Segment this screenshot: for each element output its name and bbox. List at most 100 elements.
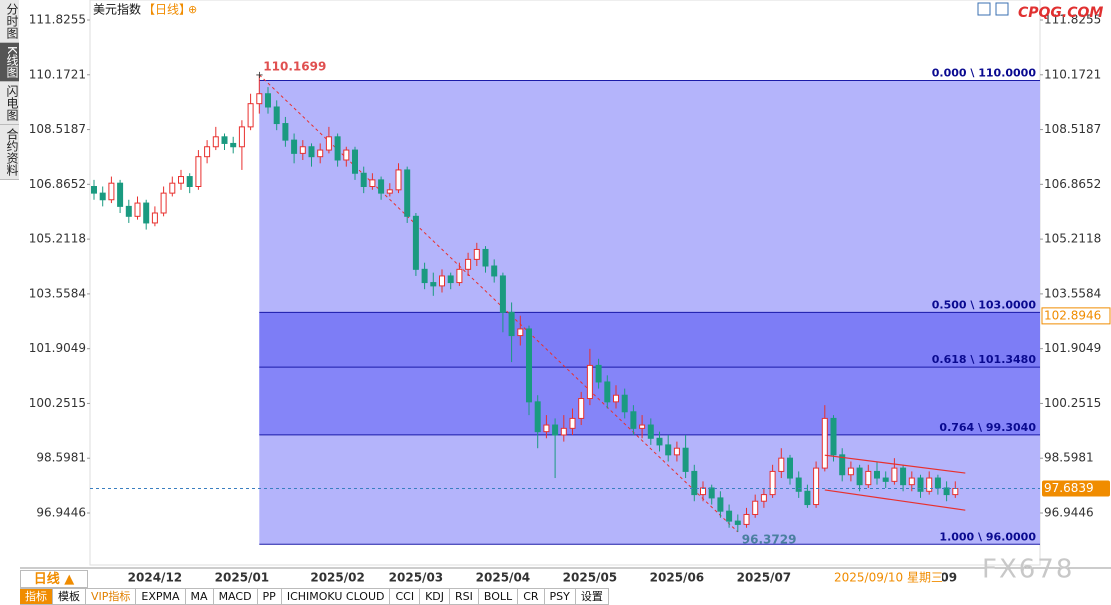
candle-body: [230, 142, 237, 148]
toolbar-item[interactable]: MACD: [213, 588, 258, 605]
y-tick-label: 106.8652: [1044, 177, 1101, 191]
toolbar-item[interactable]: 设置: [575, 588, 609, 605]
x-tick-label: 2025/06: [650, 571, 704, 585]
toolbar-item[interactable]: 指标: [20, 588, 53, 605]
candle-body: [325, 136, 332, 151]
candle-body: [630, 411, 637, 429]
period-tab[interactable]: 日线 ▲: [20, 570, 88, 588]
y-tick-label: 96.9446: [1044, 506, 1094, 520]
channel-line: [824, 454, 966, 474]
high-label: 110.1699: [263, 59, 326, 73]
watermark: FX678: [982, 555, 1074, 585]
candle-body: [665, 444, 672, 456]
candle-body: [143, 202, 150, 224]
candle-body: [204, 146, 211, 158]
toolbar-item[interactable]: VIP指标: [86, 588, 137, 605]
candle-body: [465, 258, 472, 270]
y-tick-label: 106.8652: [29, 177, 86, 191]
candle-body: [291, 139, 298, 154]
toolbar-item[interactable]: PSY: [544, 588, 576, 605]
candle-body: [569, 417, 576, 429]
candle-body: [943, 487, 950, 496]
candle-body: [847, 467, 854, 476]
candle-body: [691, 470, 698, 496]
y-tick-label: 108.5187: [1044, 122, 1101, 136]
last-price: 97.6839: [1044, 481, 1094, 495]
crosshair-date: 2025/09/10 星期三: [834, 571, 943, 585]
y-tick-label: 105.2118: [1044, 232, 1101, 246]
candle-body: [734, 520, 741, 525]
side-tab[interactable]: K线图: [0, 43, 19, 82]
candle-body: [491, 265, 498, 277]
y-tick-label: 100.2515: [1044, 396, 1101, 410]
cross-mark: +: [255, 70, 263, 81]
fib-label: 0.000 \ 110.0000: [932, 66, 1037, 79]
y-tick-label: 108.5187: [29, 122, 86, 136]
candle-body: [586, 364, 593, 400]
toolbar-item[interactable]: EXPMA: [136, 588, 186, 605]
candle-body: [726, 510, 733, 522]
y-tick-label: 111.8255: [29, 13, 86, 27]
candle-body: [926, 477, 933, 492]
candle-body: [934, 477, 941, 489]
candle-body: [178, 176, 184, 184]
fib-label: 0.764 \ 99.3040: [939, 421, 1036, 434]
candle-body: [534, 401, 541, 433]
y-tick-label: 101.9049: [1044, 341, 1101, 355]
candle-body: [160, 192, 167, 214]
candle-body: [682, 447, 689, 472]
candle-body: [656, 437, 663, 446]
candle-body: [508, 311, 515, 337]
toolbar: 指标 模板 VIP指标 EXPMA MA MACD PP ICHIMOKU CLOUD CCI K…: [20, 588, 609, 605]
x-tick-label: 2025/04: [476, 571, 530, 585]
candle-body: [917, 477, 924, 492]
candle-body: [430, 282, 437, 287]
toolbar-item[interactable]: BOLL: [478, 588, 519, 605]
candle-body: [900, 467, 907, 486]
candle-body: [760, 494, 767, 502]
candle-body: [456, 268, 463, 284]
toolbar-item[interactable]: CCI: [390, 588, 421, 605]
x-tick-label: 2024/12: [128, 571, 182, 585]
candle-body: [839, 454, 846, 476]
side-tab[interactable]: 合约资料: [0, 124, 19, 180]
candle-body: [386, 189, 393, 194]
y-tick-label: 103.5584: [1044, 286, 1101, 300]
icon: ⊕: [188, 3, 197, 16]
side-tab[interactable]: 闪电图: [0, 81, 19, 125]
candle-body: [700, 487, 706, 496]
candle-body: [639, 424, 646, 429]
y-tick-label: 111.8255: [1044, 13, 1101, 27]
x-tick-label: 2025/01: [215, 571, 269, 585]
fib-zone: [259, 312, 1040, 368]
candle-body: [813, 467, 820, 506]
candle-body: [447, 275, 454, 284]
candle-body: [578, 398, 585, 419]
candle-body: [108, 182, 115, 201]
candle-body: [517, 328, 524, 337]
toolbar-item[interactable]: CR: [518, 588, 545, 605]
candle-body: [395, 169, 402, 191]
site: CPQG.COM: [1018, 5, 1103, 21]
candle-body: [874, 470, 880, 479]
toolbar-item[interactable]: 模板: [53, 588, 86, 605]
side-tab[interactable]: 分时图: [0, 0, 19, 43]
date-box: [832, 570, 942, 586]
toolbar-item[interactable]: PP: [257, 588, 282, 605]
toolbar-item[interactable]: RSI: [450, 588, 479, 605]
toolbar-item[interactable]: ICHIMOKU CLOUD: [281, 588, 391, 605]
candle-body: [238, 126, 245, 148]
y-tick-label: 110.1721: [1044, 67, 1101, 81]
candle-body: [360, 172, 367, 187]
candle-body: [647, 424, 654, 439]
y-tick-label: 100.2515: [29, 396, 86, 410]
channel-line: [824, 489, 966, 511]
toolbar-item[interactable]: MA: [185, 588, 214, 605]
title: 美元指数: [93, 2, 141, 17]
candle-body: [743, 513, 750, 525]
candle-body: [134, 202, 141, 217]
candle-body: [621, 394, 628, 413]
toolbar-item[interactable]: KDJ: [420, 588, 451, 605]
fib-zone: [259, 367, 1040, 435]
